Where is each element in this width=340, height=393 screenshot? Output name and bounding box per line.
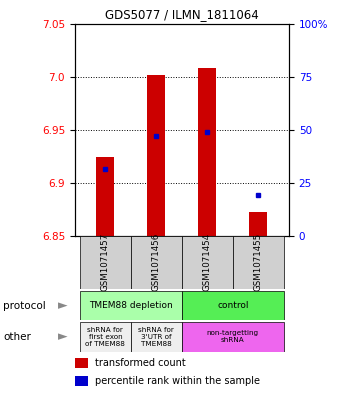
Text: GSM1071454: GSM1071454 xyxy=(203,233,212,292)
Text: TMEM88 depletion: TMEM88 depletion xyxy=(89,301,173,310)
Text: non-targetting
shRNA: non-targetting shRNA xyxy=(207,331,259,343)
Bar xyxy=(182,236,233,289)
Text: GSM1071455: GSM1071455 xyxy=(254,233,263,292)
Text: protocol: protocol xyxy=(3,301,46,310)
Text: other: other xyxy=(3,332,31,342)
Text: GSM1071457: GSM1071457 xyxy=(101,233,110,292)
Bar xyxy=(131,236,182,289)
Text: ►: ► xyxy=(58,331,68,343)
Bar xyxy=(182,291,284,320)
Bar xyxy=(80,291,182,320)
Bar xyxy=(148,75,165,236)
Bar xyxy=(182,322,284,352)
Bar xyxy=(75,358,88,368)
Bar xyxy=(97,157,114,236)
Bar xyxy=(75,376,88,386)
Bar xyxy=(250,213,267,236)
Text: percentile rank within the sample: percentile rank within the sample xyxy=(95,376,260,386)
Bar xyxy=(131,322,182,352)
Text: transformed count: transformed count xyxy=(95,358,185,368)
Text: shRNA for
3'UTR of
TMEM88: shRNA for 3'UTR of TMEM88 xyxy=(138,327,174,347)
Text: ►: ► xyxy=(58,299,68,312)
Bar xyxy=(80,236,131,289)
Text: GSM1071456: GSM1071456 xyxy=(152,233,161,292)
Bar xyxy=(80,322,131,352)
Text: shRNA for
first exon
of TMEM88: shRNA for first exon of TMEM88 xyxy=(85,327,125,347)
Title: GDS5077 / ILMN_1811064: GDS5077 / ILMN_1811064 xyxy=(105,8,259,21)
Bar xyxy=(199,68,216,236)
Bar xyxy=(233,236,284,289)
Text: control: control xyxy=(217,301,249,310)
